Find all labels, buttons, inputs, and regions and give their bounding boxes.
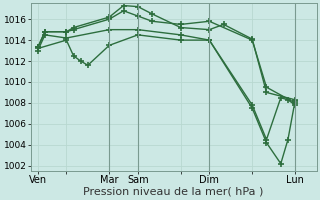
X-axis label: Pression niveau de la mer( hPa ): Pression niveau de la mer( hPa )	[84, 187, 264, 197]
